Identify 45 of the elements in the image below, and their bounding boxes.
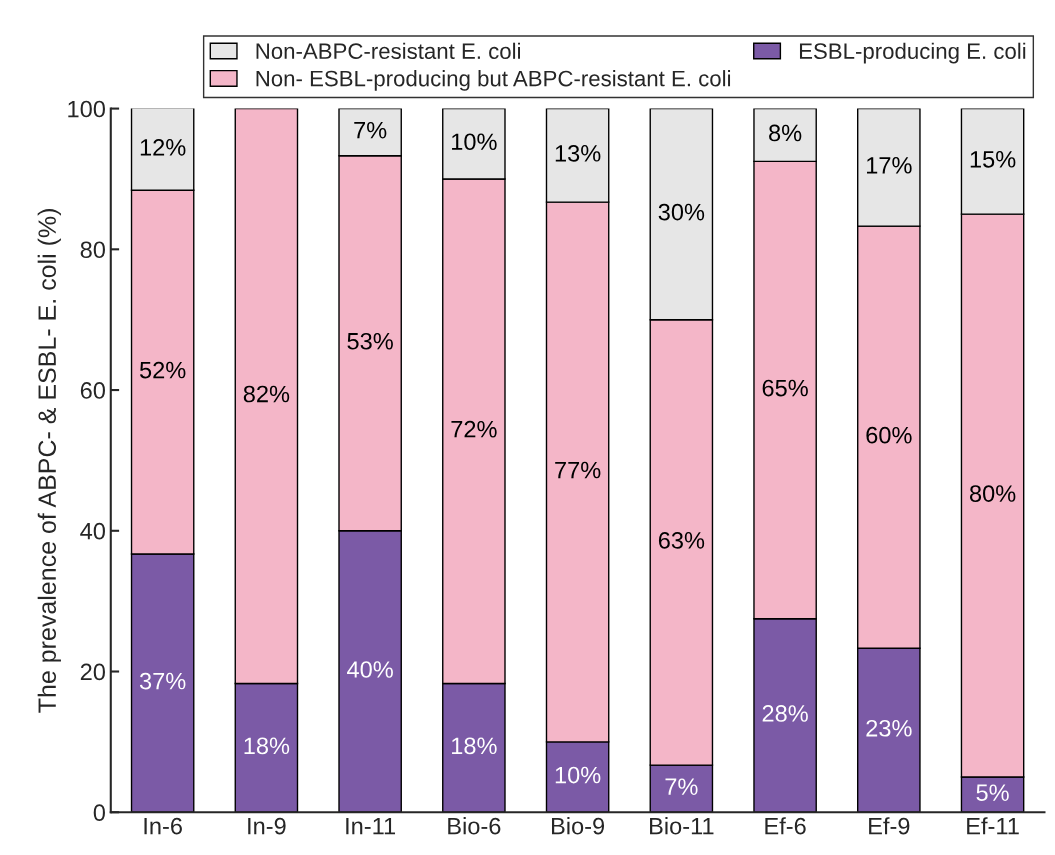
y-tick-label: 0 (93, 804, 105, 822)
data-label: 52% (139, 361, 186, 379)
x-tick-label: Ef-6 (765, 817, 806, 835)
y-tick-label: 20 (80, 663, 105, 681)
y-tick-label: 80 (80, 241, 105, 259)
data-label: 37% (139, 672, 186, 690)
x-tick-label: In-6 (144, 817, 182, 835)
data-label: 10% (555, 766, 601, 784)
legend-label: ESBL-producing E. coli (799, 42, 1026, 64)
data-label: 23% (866, 719, 912, 737)
x-tick-label: Ef-11 (967, 817, 1019, 835)
data-label: 15% (970, 151, 1016, 168)
data-label: 7% (354, 121, 387, 139)
data-label: 30% (658, 203, 705, 221)
data-label: 10% (452, 133, 497, 151)
data-label: 18% (244, 737, 290, 755)
legend-label: Non- ESBL-producing but ABPC-resistant E. coli (256, 70, 731, 91)
data-label: 5% (976, 784, 1009, 801)
data-label: 12% (140, 139, 186, 156)
data-label: 77% (555, 461, 601, 479)
data-label: 28% (762, 705, 808, 722)
data-label: 18% (452, 737, 497, 755)
data-label: 72% (451, 420, 497, 438)
y-tick-label: 40 (80, 522, 105, 540)
data-label: 60% (866, 426, 912, 444)
data-label: 53% (347, 332, 393, 350)
x-tick-label: Bio-11 (650, 817, 714, 835)
data-label: 65% (762, 379, 808, 397)
data-label: 8% (769, 124, 802, 142)
data-label: 63% (658, 532, 705, 549)
data-label: 82% (243, 385, 290, 403)
data-label: 7% (665, 778, 698, 795)
data-label: 40% (347, 661, 393, 678)
x-tick-label: In-11 (346, 817, 396, 835)
legend-label: Non-ABPC-resistant E. coli (256, 42, 520, 60)
x-tick-label: Ef-9 (869, 817, 910, 835)
data-label: 80% (969, 485, 1016, 502)
y-tick-label: 100 (68, 100, 105, 118)
data-label: 17% (867, 157, 912, 174)
data-label: 13% (555, 145, 601, 162)
y-axis-title: The prevalence of ABPC- & ESBL- E. coli (%) (37, 209, 61, 713)
y-tick-label: 60 (80, 382, 105, 399)
x-tick-label: Bio-9 (551, 817, 605, 835)
x-tick-label: Bio-6 (448, 817, 501, 835)
x-tick-label: In-9 (248, 817, 286, 835)
